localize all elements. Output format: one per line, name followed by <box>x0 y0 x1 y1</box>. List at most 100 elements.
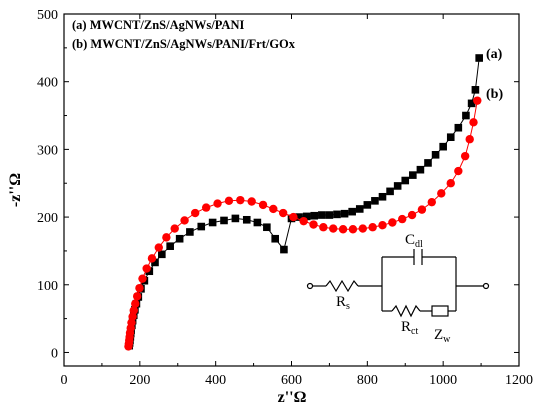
data-point-a <box>208 218 217 227</box>
data-point-b <box>437 189 446 198</box>
x-axis: 0 200 400 600 800 1000 1200 <box>61 14 533 388</box>
data-point-a <box>462 111 470 120</box>
data-point-b <box>465 135 474 144</box>
data-point-a <box>310 211 319 220</box>
label-zw: Zw <box>434 327 451 345</box>
x-axis-title: z''Ω <box>278 389 307 406</box>
data-point-a <box>151 258 159 267</box>
data-point-a <box>175 234 184 243</box>
data-point-a <box>416 165 425 174</box>
data-point-b <box>154 243 163 252</box>
data-point-b <box>129 306 138 315</box>
data-point-b <box>460 151 470 161</box>
data-point-b <box>348 225 358 234</box>
data-point-b <box>469 118 478 127</box>
data-point-b <box>236 195 245 205</box>
data-point-a <box>333 210 341 219</box>
data-point-b <box>378 221 387 230</box>
data-point-a <box>371 197 379 205</box>
data-point-a <box>263 223 271 232</box>
data-point-b <box>247 197 256 206</box>
data-point-a <box>363 201 372 209</box>
data-point-a <box>166 242 174 250</box>
data-point-a <box>378 192 387 201</box>
label-rs: Rs <box>336 294 350 312</box>
y-axis: 0 100 200 300 400 500 <box>37 8 519 361</box>
data-point-a <box>302 212 311 221</box>
legend-entry-a: (a) MWCNT/ZnS/AgNWs/PANI <box>72 18 244 32</box>
y-axis-title: -z''Ω <box>7 173 24 207</box>
data-point-a <box>409 171 417 179</box>
y-tick-label: 200 <box>37 211 58 226</box>
data-point-b <box>427 197 436 207</box>
data-point-b <box>368 223 377 232</box>
data-point-b <box>319 223 328 232</box>
x-tick-label: 600 <box>281 373 302 388</box>
legend-entry-b: (b) MWCNT/ZnS/AgNWs/PANI/Frt/GOx <box>72 37 296 51</box>
data-point-b <box>201 203 211 212</box>
data-point-a <box>186 228 194 236</box>
x-tick-label: 400 <box>205 373 226 388</box>
data-point-a <box>348 207 356 216</box>
data-point-a <box>431 151 440 159</box>
data-point-a <box>295 213 303 221</box>
data-point-b <box>398 214 407 224</box>
data-point-b <box>258 200 268 210</box>
data-point-b <box>138 274 147 283</box>
x-tick-label: 200 <box>129 373 150 388</box>
series-line-a <box>128 57 480 346</box>
data-point-a <box>355 205 364 213</box>
data-point-b <box>269 204 278 214</box>
data-point-a <box>446 133 455 141</box>
data-point-b <box>407 210 417 220</box>
data-point-a <box>220 216 228 225</box>
x-tick-label: 1000 <box>429 373 457 388</box>
label-cdl: Cdl <box>405 232 423 250</box>
data-point-a <box>325 211 334 219</box>
data-point-a <box>158 250 166 259</box>
y-tick-label: 500 <box>37 8 58 23</box>
data-point-b <box>170 224 179 233</box>
y-tick-label: 100 <box>37 279 58 294</box>
data-point-a <box>393 182 402 190</box>
data-point-a <box>424 159 432 167</box>
series-label-b: (b) <box>486 87 503 102</box>
data-point-b <box>446 179 455 188</box>
y-tick-label: 300 <box>37 143 58 158</box>
data-point-b <box>131 299 140 308</box>
data-point-a <box>197 222 206 231</box>
data-point-b <box>454 166 463 176</box>
data-point-b <box>329 224 338 233</box>
x-tick-label: 800 <box>357 373 378 388</box>
data-point-b <box>142 264 151 273</box>
data-point-a <box>439 142 447 151</box>
data-point-b <box>309 220 318 229</box>
data-point-b <box>299 216 308 226</box>
x-tick-label: 0 <box>61 373 68 388</box>
data-point-b <box>388 218 397 227</box>
data-point-b <box>180 216 189 225</box>
label-rct: Rct <box>401 319 418 337</box>
data-point-b <box>473 96 482 105</box>
series-layer <box>124 54 483 351</box>
data-point-b <box>135 283 144 293</box>
data-point-a <box>386 187 394 196</box>
data-point-a <box>401 176 410 185</box>
data-point-a <box>340 209 349 218</box>
data-point-a <box>280 245 288 254</box>
data-point-a <box>471 86 480 94</box>
data-point-a <box>475 54 483 62</box>
circuit-labels: Rs Cdl Rct Zw <box>336 232 451 345</box>
x-tick-label: 1200 <box>505 373 533 388</box>
data-point-b <box>162 233 171 242</box>
resistor-rct <box>391 304 421 318</box>
data-point-b <box>190 208 200 218</box>
legend: (a) MWCNT/ZnS/AgNWs/PANI (b) MWCNT/ZnS/A… <box>72 18 296 51</box>
y-tick-label: 400 <box>37 76 58 91</box>
circuit-terminal-left <box>306 282 314 290</box>
data-point-a <box>467 99 476 108</box>
series-label-a: (a) <box>486 47 503 62</box>
circuit-terminal-right <box>482 282 490 290</box>
data-point-a <box>271 234 279 243</box>
